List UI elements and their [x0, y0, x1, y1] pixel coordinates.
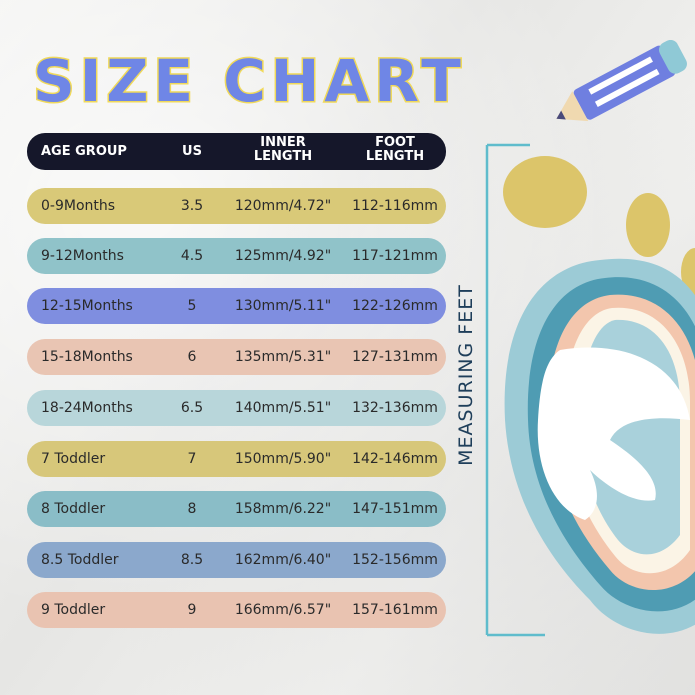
table-row: 8 Toddler 8 158mm/6.22" 147-151mm — [27, 491, 446, 527]
inner-length-cell: 150mm/5.90" — [234, 451, 332, 467]
table-row: 15-18Months 6 135mm/5.31" 127-131mm — [27, 339, 446, 375]
us-size-cell: 8 — [187, 501, 197, 517]
header-age-group: AGE GROUP — [41, 144, 127, 159]
foot-length-cell: 117-121mm — [352, 248, 438, 264]
inner-length-cell: 158mm/6.22" — [234, 501, 332, 517]
header-foot-length: FOOT LENGTH — [365, 135, 425, 164]
age-group-cell: 8.5 Toddler — [41, 552, 119, 568]
us-size-cell: 4.5 — [180, 248, 204, 264]
foot-length-cell: 142-146mm — [352, 451, 438, 467]
us-size-cell: 6 — [187, 349, 197, 365]
table-row: 9-12Months 4.5 125mm/4.92" 117-121mm — [27, 238, 446, 274]
foot-length-cell: 152-156mm — [352, 552, 438, 568]
table-row: 7 Toddler 7 150mm/5.90" 142-146mm — [27, 441, 446, 477]
inner-length-cell: 135mm/5.31" — [234, 349, 332, 365]
us-size-cell: 3.5 — [180, 198, 204, 214]
table-row: 9 Toddler 9 166mm/6.57" 157-161mm — [27, 592, 446, 628]
age-group-cell: 18-24Months — [41, 400, 133, 416]
header-us: US — [182, 144, 202, 159]
measuring-feet-label: MEASURING FEET — [455, 284, 477, 466]
foot-length-cell: 157-161mm — [352, 602, 438, 618]
table-row: 12-15Months 5 130mm/5.11" 122-126mm — [27, 288, 446, 324]
inner-length-cell: 125mm/4.92" — [234, 248, 332, 264]
inner-length-cell: 130mm/5.11" — [234, 298, 332, 314]
foot-length-cell: 147-151mm — [352, 501, 438, 517]
table-row: 8.5 Toddler 8.5 162mm/6.40" 152-156mm — [27, 542, 446, 578]
age-group-cell: 0-9Months — [41, 198, 116, 214]
sole-print — [504, 258, 695, 634]
foot-length-cell: 122-126mm — [352, 298, 438, 314]
ruler-line — [485, 143, 545, 637]
us-size-cell: 8.5 — [180, 552, 204, 568]
us-size-cell: 7 — [187, 451, 197, 467]
table-header: AGE GROUP US INNER LENGTH FOOT LENGTH — [27, 133, 446, 170]
inner-length-cell: 120mm/4.72" — [234, 198, 332, 214]
foot-length-cell: 112-116mm — [352, 198, 438, 214]
age-group-cell: 15-18Months — [41, 349, 133, 365]
table-row: 0-9Months 3.5 120mm/4.72" 112-116mm — [27, 188, 446, 224]
age-group-cell: 12-15Months — [41, 298, 133, 314]
inner-length-cell: 140mm/5.51" — [234, 400, 332, 416]
us-size-cell: 5 — [187, 298, 197, 314]
foot-illustration: MEASURING FEET — [455, 40, 695, 637]
us-size-cell: 6.5 — [180, 400, 204, 416]
age-group-cell: 9 Toddler — [41, 602, 106, 618]
inner-length-cell: 162mm/6.40" — [234, 552, 332, 568]
foot-length-cell: 132-136mm — [352, 400, 438, 416]
us-size-cell: 9 — [187, 602, 197, 618]
pencil-icon — [556, 40, 687, 122]
age-group-cell: 7 Toddler — [41, 451, 106, 467]
foot-length-cell: 127-131mm — [352, 349, 438, 365]
header-inner-length: INNER LENGTH — [253, 135, 313, 164]
table-row: 18-24Months 6.5 140mm/5.51" 132-136mm — [27, 390, 446, 426]
age-group-cell: 8 Toddler — [41, 501, 106, 517]
inner-length-cell: 166mm/6.57" — [234, 602, 332, 618]
page-title: SIZE CHART — [32, 47, 466, 115]
age-group-cell: 9-12Months — [41, 248, 124, 264]
